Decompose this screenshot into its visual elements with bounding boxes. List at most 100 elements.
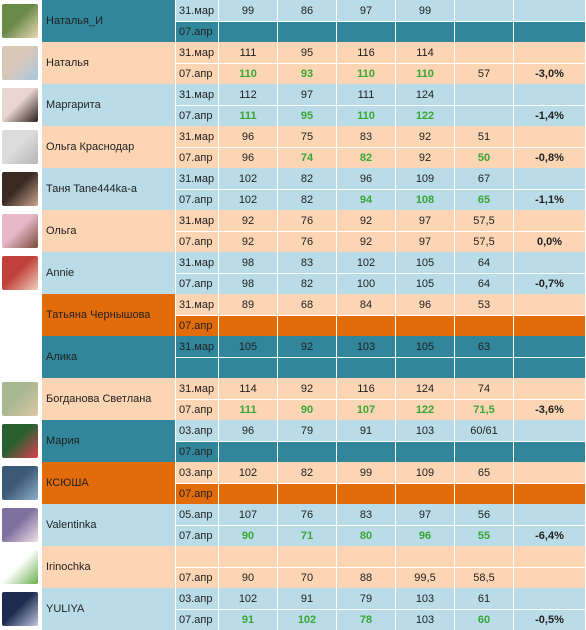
change-cell (514, 378, 586, 399)
avatar[interactable] (2, 130, 38, 164)
avatar[interactable] (2, 172, 38, 206)
table-row: Irinochka 07.апр 90 70 88 99,5 58,5 (0, 546, 586, 588)
value-cell: 82 (278, 462, 337, 483)
value-cell (278, 22, 337, 42)
member-name[interactable]: Наталья (42, 42, 176, 84)
change-cell: -6,4% (514, 526, 586, 546)
change-cell (514, 126, 586, 147)
value-cell (219, 484, 278, 504)
value-cell: 124 (396, 378, 455, 399)
value-cell: 100 (337, 274, 396, 294)
member-name[interactable]: КСЮША (42, 462, 176, 504)
member-name[interactable]: Богданова Светлана (42, 378, 176, 420)
value-cell: 90 (219, 568, 278, 588)
member-name[interactable]: Annie (42, 252, 176, 294)
value-cell: 116 (337, 42, 396, 63)
value-cell: 103 (396, 420, 455, 441)
change-cell (514, 588, 586, 609)
value-cell: 53 (455, 294, 514, 315)
value-cell: 58,5 (455, 568, 514, 588)
value-cell (455, 442, 514, 462)
value-cell: 83 (337, 126, 396, 147)
value-cell (278, 316, 337, 336)
value-cell: 98 (219, 252, 278, 273)
value-cell: 82 (278, 168, 337, 189)
change-cell (514, 546, 586, 567)
change-cell (514, 22, 586, 42)
value-cell: 116 (337, 378, 396, 399)
value-cell: 112 (219, 84, 278, 105)
member-name[interactable]: Наталья_И (42, 0, 176, 42)
value-cell (337, 22, 396, 42)
member-name[interactable]: Valentinka (42, 504, 176, 546)
table-row: Маргарита 31.мар 112 97 111 124 07.апр 111 95 110… (0, 84, 586, 126)
value-cell: 56 (455, 504, 514, 525)
value-cell: 95 (278, 42, 337, 63)
member-name[interactable]: Мария (42, 420, 176, 462)
member-name[interactable]: Irinochka (42, 546, 176, 588)
change-cell: 0,0% (514, 232, 586, 252)
avatar[interactable] (2, 46, 38, 80)
avatar[interactable] (2, 550, 38, 584)
member-name[interactable]: Таня Tane444ka-a (42, 168, 176, 210)
date-cell: 07.апр (176, 22, 219, 42)
avatar[interactable] (2, 382, 38, 416)
member-name[interactable]: YULIYA (42, 588, 176, 630)
member-name[interactable]: Татьяна Чернышова (42, 294, 176, 336)
value-cell: 102 (219, 588, 278, 609)
value-cell: 90 (278, 400, 337, 420)
date-cell: 07.апр (176, 610, 219, 630)
avatar[interactable] (2, 424, 38, 458)
table-row: Алика 31.мар 105 92 103 105 63 (0, 336, 586, 378)
avatar[interactable] (2, 466, 38, 500)
table-row: Ольга Краснодар 31.мар 96 75 83 92 51 07.апр 96 7… (0, 126, 586, 168)
measure-row-start: 31.мар 105 92 103 105 63 (176, 336, 586, 357)
value-cell: 63 (455, 336, 514, 357)
measure-row-start: 31.мар 112 97 111 124 (176, 84, 586, 105)
value-cell: 84 (337, 294, 396, 315)
value-cell: 102 (278, 610, 337, 630)
value-cell: 67 (455, 168, 514, 189)
avatar[interactable] (2, 88, 38, 122)
value-cell: 50 (455, 148, 514, 168)
value-cell: 78 (337, 610, 396, 630)
value-cell (455, 546, 514, 567)
value-cell: 94 (337, 190, 396, 210)
change-cell (514, 294, 586, 315)
member-name[interactable]: Маргарита (42, 84, 176, 126)
value-cell (455, 0, 514, 21)
member-name[interactable]: Алика (42, 336, 176, 378)
value-cell: 76 (278, 504, 337, 525)
value-cell: 92 (337, 210, 396, 231)
value-cell (455, 358, 514, 378)
value-cell: 92 (396, 126, 455, 147)
value-cell: 98 (219, 274, 278, 294)
avatar[interactable] (2, 4, 38, 38)
value-cell: 99 (219, 0, 278, 21)
value-cell: 82 (278, 274, 337, 294)
change-cell (514, 568, 586, 588)
avatar[interactable] (2, 592, 38, 626)
date-cell: 03.апр (176, 588, 219, 609)
change-cell: -3,0% (514, 64, 586, 84)
value-cell (455, 22, 514, 42)
value-cell: 109 (396, 462, 455, 483)
value-cell: 71 (278, 526, 337, 546)
value-cell (455, 484, 514, 504)
value-cell: 70 (278, 568, 337, 588)
avatar[interactable] (2, 214, 38, 248)
date-cell: 07.апр (176, 190, 219, 210)
member-name[interactable]: Ольга (42, 210, 176, 252)
value-cell: 107 (337, 400, 396, 420)
date-cell: 07.апр (176, 316, 219, 336)
value-cell: 89 (219, 294, 278, 315)
measure-row-start: 31.мар 111 95 116 114 (176, 42, 586, 63)
value-cell: 103 (396, 610, 455, 630)
value-cell (278, 442, 337, 462)
value-cell: 114 (396, 42, 455, 63)
member-name[interactable]: Ольга Краснодар (42, 126, 176, 168)
table-row: Valentinka 05.апр 107 76 83 97 56 07.апр 90 71 80 9… (0, 504, 586, 546)
value-cell: 60/61 (455, 420, 514, 441)
avatar[interactable] (2, 508, 38, 542)
avatar[interactable] (2, 256, 38, 290)
